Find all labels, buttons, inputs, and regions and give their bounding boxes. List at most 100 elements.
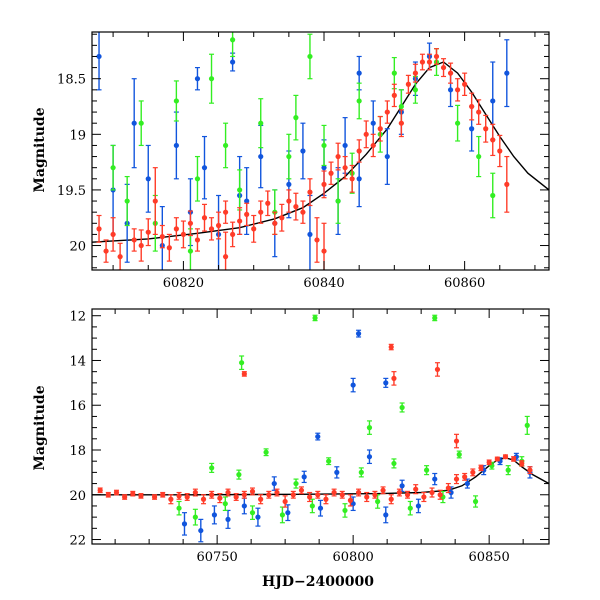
data-point <box>96 226 102 232</box>
data-point <box>437 492 443 498</box>
data-point <box>279 215 285 221</box>
bottom-xlabel: HJD−2400000 <box>262 574 374 590</box>
data-point <box>312 315 318 321</box>
data-point <box>472 498 479 505</box>
data-point <box>173 226 179 232</box>
data-point <box>314 237 320 243</box>
data-point <box>407 505 413 511</box>
data-point <box>321 165 327 171</box>
bottom-ylabel: Magnitude <box>32 385 48 470</box>
data-point <box>131 120 137 126</box>
plot-area <box>92 32 549 270</box>
y-tick-label: 20 <box>69 489 86 504</box>
data-point <box>453 438 460 444</box>
data-point <box>145 176 151 182</box>
data-point <box>502 454 509 460</box>
data-point <box>315 492 321 498</box>
data-point <box>380 487 386 493</box>
data-point <box>166 245 172 251</box>
data-point <box>307 494 313 500</box>
data-point <box>398 120 404 126</box>
data-point <box>456 451 462 458</box>
data-point <box>462 474 468 480</box>
data-point <box>356 98 362 104</box>
data-point <box>364 494 370 500</box>
data-point <box>251 226 257 232</box>
data-point <box>241 503 247 509</box>
data-point <box>293 204 299 210</box>
data-point <box>433 53 440 60</box>
data-point <box>249 488 256 495</box>
data-point <box>131 237 137 243</box>
data-point <box>217 495 223 501</box>
data-point <box>426 59 433 65</box>
data-point <box>490 137 496 143</box>
data-point <box>96 53 102 60</box>
data-point <box>290 492 296 498</box>
data-point <box>415 503 422 509</box>
data-point <box>356 176 362 182</box>
data-point <box>504 70 510 76</box>
data-point <box>222 142 229 149</box>
data-point <box>399 483 405 489</box>
data-point <box>300 148 306 154</box>
data-point <box>258 496 264 502</box>
data-point <box>258 153 264 160</box>
bottom-panel: Magnitude HJD−2400000 60750 60800 60850 12 1… <box>32 308 550 590</box>
data-point <box>138 493 144 499</box>
data-point <box>230 37 236 43</box>
data-point <box>187 248 194 254</box>
data-point <box>370 120 376 126</box>
data-point <box>258 120 264 126</box>
x-tick-label: 60860 <box>444 276 485 291</box>
data-point <box>342 507 348 514</box>
data-point <box>266 492 272 498</box>
data-point <box>391 70 397 76</box>
data-point <box>429 489 435 496</box>
data-point <box>335 153 341 160</box>
data-point <box>355 489 362 496</box>
data-point <box>391 460 397 467</box>
x-tick-label: 60850 <box>468 550 509 565</box>
data-point <box>377 126 383 132</box>
data-point <box>307 231 313 238</box>
data-point <box>209 492 215 498</box>
data-point <box>398 103 404 110</box>
data-point <box>138 120 144 126</box>
data-point <box>103 248 109 254</box>
data-point <box>152 198 158 204</box>
data-point <box>404 492 411 498</box>
data-point <box>237 187 243 193</box>
data-point <box>241 371 247 377</box>
data-point <box>244 211 250 217</box>
data-point <box>366 454 373 460</box>
data-point <box>505 467 511 473</box>
data-point <box>350 382 356 388</box>
data-point <box>138 242 144 249</box>
data-point <box>200 496 207 502</box>
data-point <box>445 485 451 491</box>
data-point <box>476 153 482 160</box>
data-point <box>239 360 245 366</box>
data-point <box>413 486 419 492</box>
data-point <box>236 472 242 478</box>
data-point <box>355 331 362 337</box>
model-curve <box>92 457 549 496</box>
series-blue <box>181 329 533 543</box>
x-tick-label: 60840 <box>303 276 344 291</box>
data-point <box>286 153 292 160</box>
data-point <box>462 81 468 87</box>
plot-area <box>92 314 549 543</box>
data-point <box>315 433 321 440</box>
data-point <box>173 142 179 149</box>
data-point <box>366 425 373 431</box>
data-point <box>469 126 475 132</box>
y-tick-label: 18.5 <box>57 73 86 88</box>
data-point <box>335 198 341 204</box>
data-point <box>334 469 340 475</box>
y-tick-label: 18 <box>69 444 86 459</box>
top-ylabel: Magnitude <box>32 107 48 192</box>
data-point <box>249 510 256 516</box>
data-point <box>453 476 460 482</box>
data-point <box>331 489 337 496</box>
